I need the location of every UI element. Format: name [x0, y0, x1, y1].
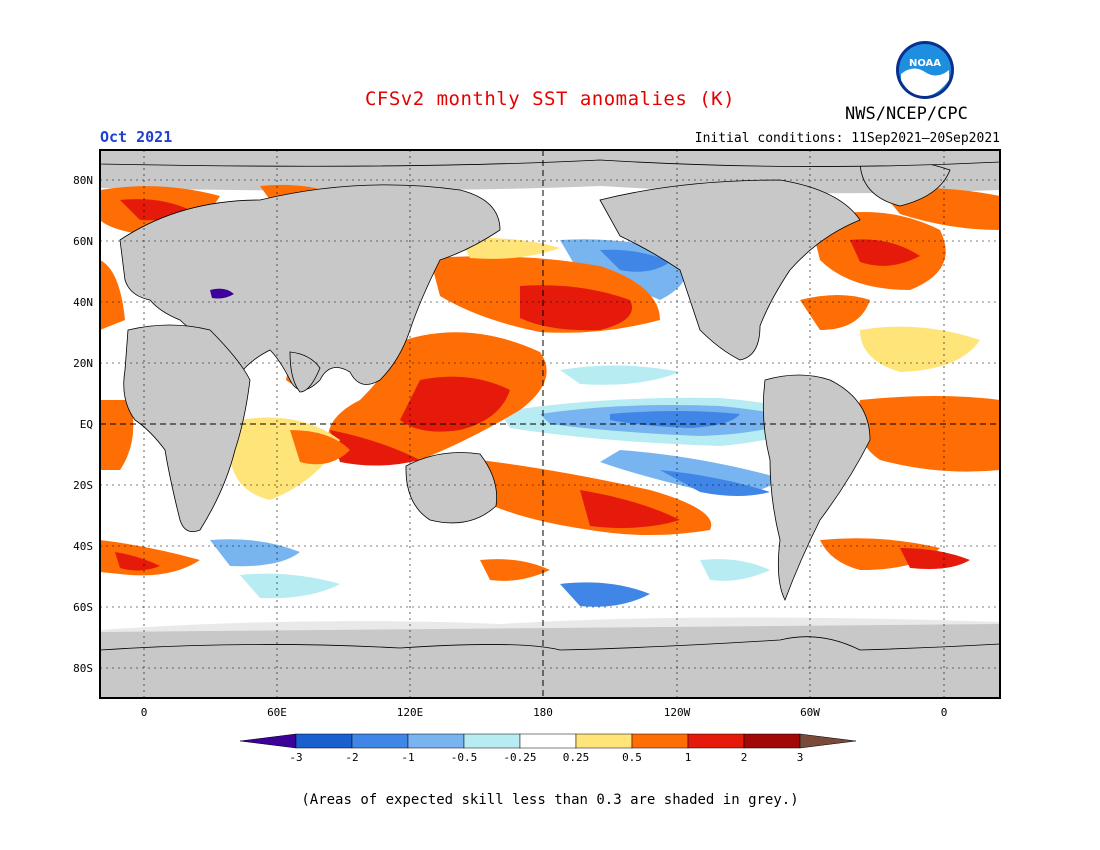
colorbar-label: -2 — [345, 751, 358, 764]
gridlines — [100, 150, 1000, 698]
colorbar-swatch — [743, 733, 801, 749]
initial-conditions: Initial conditions: 11Sep2021–20Sep2021 — [694, 131, 1000, 146]
colorbar-swatch — [295, 733, 353, 749]
lat-label: 40N — [73, 296, 93, 309]
lat-label: 80N — [73, 174, 93, 187]
colorbar-extend-low — [239, 733, 297, 749]
noaa-logo: NOAA — [896, 41, 954, 99]
lat-label: 20N — [73, 357, 93, 370]
colorbar-label: 0.5 — [622, 751, 642, 764]
agency-label: NWS/NCEP/CPC — [845, 104, 968, 124]
colorbar-extend-high — [799, 733, 857, 749]
colorbar-swatch — [463, 733, 521, 749]
colorbar-swatch — [351, 733, 409, 749]
lat-label: 80S — [73, 662, 93, 675]
noaa-logo-text: NOAA — [909, 58, 941, 69]
lat-label: 20S — [73, 479, 93, 492]
lon-label: 120E — [397, 706, 424, 719]
land — [100, 150, 1000, 698]
colorbar-label: -0.25 — [503, 751, 536, 764]
tropical-atlantic-warm — [857, 396, 1000, 472]
colorbar-label: 1 — [685, 751, 692, 764]
lon-label: 180 — [533, 706, 553, 719]
colorbar-label: 2 — [741, 751, 748, 764]
colorbar-label: -0.5 — [451, 751, 478, 764]
colorbar-label: -1 — [401, 751, 414, 764]
valid-month: Oct 2021 — [100, 128, 173, 146]
colorbar-swatch — [407, 733, 465, 749]
colorbar-label: 0.25 — [563, 751, 590, 764]
colorbar-swatch — [519, 733, 577, 749]
footnote: (Areas of expected skill less than 0.3 a… — [301, 792, 799, 808]
chart-title: CFSv2 monthly SST anomalies (K) — [364, 88, 736, 110]
colorbar-label: 3 — [797, 751, 804, 764]
lon-label: 60E — [267, 706, 287, 719]
colorbar-swatch — [575, 733, 633, 749]
colorbar-swatch — [687, 733, 745, 749]
lat-label: 60S — [73, 601, 93, 614]
colorbar: -3 -2 -1 -0.5 -0.25 0.25 0.5 1 2 3 — [239, 733, 857, 764]
lon-label: 0 — [941, 706, 948, 719]
lat-label: 60N — [73, 235, 93, 248]
lat-label: EQ — [80, 418, 93, 431]
colorbar-swatch — [631, 733, 689, 749]
lat-labels: 80N 60N 40N 20N EQ 20S 40S 60S 80S — [73, 174, 93, 675]
colorbar-label: -3 — [289, 751, 302, 764]
sst-anomaly-map: 80N 60N 40N 20N EQ 20S 40S 60S 80S 0 60E… — [73, 149, 1001, 764]
lon-label: 60W — [800, 706, 820, 719]
lon-label: 120W — [664, 706, 691, 719]
equator-dateline — [100, 150, 1000, 698]
map-frame — [99, 149, 1001, 699]
lat-label: 40S — [73, 540, 93, 553]
lon-label: 0 — [141, 706, 148, 719]
lon-labels: 0 60E 120E 180 120W 60W 0 — [141, 706, 948, 719]
